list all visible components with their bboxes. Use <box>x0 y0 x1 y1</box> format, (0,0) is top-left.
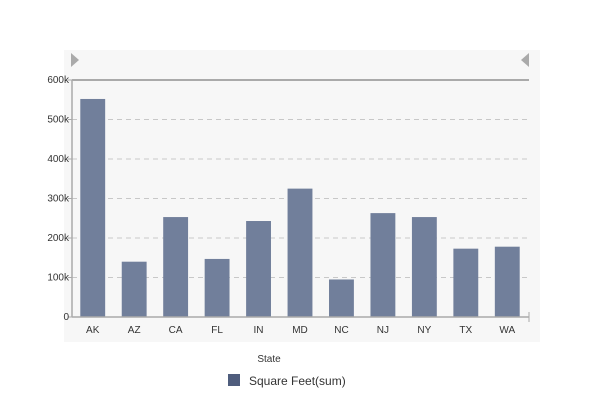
bar[interactable] <box>329 279 354 317</box>
x-tick-label: NJ <box>377 325 389 336</box>
y-tick-label: 600k <box>47 75 70 86</box>
triangle-left-icon[interactable] <box>521 53 529 67</box>
bars <box>80 98 520 318</box>
y-tick-label: 200k <box>47 233 70 244</box>
bar[interactable] <box>370 213 396 317</box>
triangle-right-icon[interactable] <box>71 53 79 67</box>
x-tick-labels: AK AZ CA FL IN MD NC NJ NY TX WA <box>86 325 515 336</box>
legend-label: Square Feet(sum) <box>249 374 346 388</box>
x-tick-label: NY <box>417 325 431 336</box>
y-tick-label: 400k <box>47 154 70 165</box>
bar[interactable] <box>163 217 189 317</box>
bar[interactable] <box>287 188 313 317</box>
x-tick-label: NC <box>334 325 348 336</box>
x-tick-label: MD <box>292 325 308 336</box>
y-tick-label: 300k <box>47 194 70 205</box>
x-axis-title: State <box>257 354 281 365</box>
y-tick-labels: 0 100k 200k 300k 400k 500k 600k <box>47 75 70 323</box>
bar[interactable] <box>411 217 437 317</box>
legend[interactable]: Square Feet(sum) <box>228 374 346 388</box>
legend-swatch <box>228 374 240 386</box>
bar[interactable] <box>121 261 147 317</box>
x-tick-label: WA <box>499 325 515 336</box>
x-tick-label: AZ <box>128 325 141 336</box>
x-tick-label: FL <box>211 325 223 336</box>
y-tick-label: 100k <box>47 273 70 284</box>
y-tick-label: 500k <box>47 115 70 126</box>
x-tick-label: AK <box>86 325 100 336</box>
axes <box>71 79 530 322</box>
x-tick-label: TX <box>459 325 472 336</box>
bar[interactable] <box>80 98 106 318</box>
bar[interactable] <box>453 248 479 317</box>
x-tick-label: CA <box>169 325 183 336</box>
x-tick-label: IN <box>254 325 264 336</box>
bar[interactable] <box>204 258 230 317</box>
bar[interactable] <box>246 221 271 317</box>
y-tick-label: 0 <box>63 312 69 323</box>
bar[interactable] <box>494 246 520 317</box>
